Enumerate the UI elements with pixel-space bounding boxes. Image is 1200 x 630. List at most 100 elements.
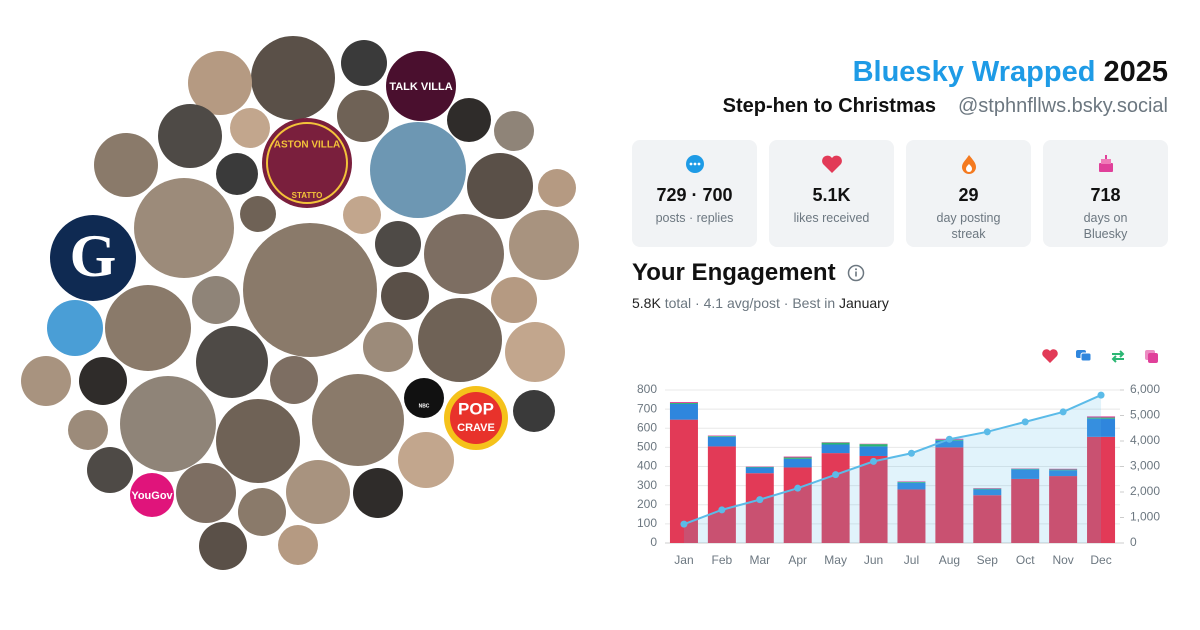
bar-segment bbox=[1011, 469, 1040, 479]
x-tick-label: Jul bbox=[904, 553, 919, 567]
bar-segment bbox=[1011, 468, 1040, 470]
bar-segment bbox=[1087, 417, 1116, 419]
bar-segment bbox=[745, 467, 774, 474]
bar-segment bbox=[859, 446, 888, 456]
engagement-summary: 5.8K total · 4.1 avg/post · Best in Janu… bbox=[632, 295, 1168, 311]
bar-segment bbox=[707, 435, 736, 437]
avatar bbox=[47, 300, 103, 356]
summary-total: 5.8K bbox=[632, 295, 661, 311]
legend-icon bbox=[1111, 350, 1125, 363]
stat-card: 729 · 700 posts · replies bbox=[632, 140, 757, 247]
bar-segment bbox=[707, 436, 736, 437]
cumulative-area bbox=[683, 395, 1102, 543]
y2-tick-label: 0 bbox=[1130, 535, 1137, 549]
stat-card: 29 day posting streak bbox=[906, 140, 1031, 247]
avatar-label: ASTON VILLA bbox=[274, 140, 340, 151]
y-tick-label: 300 bbox=[637, 478, 657, 492]
info-icon[interactable] bbox=[846, 263, 866, 283]
bar-segment bbox=[859, 455, 888, 543]
bar-segment bbox=[973, 488, 1002, 489]
summary-best: January bbox=[839, 295, 889, 311]
avatar bbox=[312, 374, 404, 466]
cumulative-line bbox=[683, 394, 1102, 526]
y-tick-label: 100 bbox=[637, 516, 657, 530]
avatar bbox=[404, 378, 444, 418]
avatar bbox=[243, 223, 377, 357]
avatar bbox=[381, 272, 429, 320]
icon bbox=[1098, 155, 1113, 172]
bar-segment bbox=[669, 403, 698, 420]
avatar bbox=[199, 522, 247, 570]
bar-segment bbox=[973, 488, 1002, 490]
avatar bbox=[424, 214, 504, 294]
avatar bbox=[158, 104, 222, 168]
bar-segment bbox=[783, 457, 812, 459]
avatar bbox=[337, 90, 389, 142]
summary-text: total · 4.1 avg/post · Best in bbox=[664, 295, 836, 311]
x-tick-label: Mar bbox=[749, 553, 770, 567]
bar-segment bbox=[897, 481, 926, 483]
avatar bbox=[447, 98, 491, 142]
stat-value: 729 · 700 bbox=[656, 185, 733, 205]
avatar-label: STATTO bbox=[292, 191, 323, 200]
bar-segment bbox=[783, 456, 812, 458]
bar-segment bbox=[897, 481, 926, 482]
avatar bbox=[94, 133, 158, 197]
bar-segment bbox=[973, 495, 1002, 543]
avatar-label: G bbox=[70, 223, 117, 289]
y2-tick-label: 4,000 bbox=[1130, 433, 1160, 447]
icon bbox=[961, 155, 976, 174]
x-tick-label: Jan bbox=[674, 553, 693, 567]
avatar bbox=[341, 40, 387, 86]
title-year: 2025 bbox=[1103, 56, 1168, 88]
avatar bbox=[505, 322, 565, 382]
y-tick-label: 500 bbox=[637, 440, 657, 454]
avatar-ring bbox=[266, 122, 348, 204]
line-point bbox=[718, 506, 726, 514]
y-tick-label: 700 bbox=[637, 401, 657, 415]
avatar bbox=[370, 122, 466, 218]
avatar-label: CRAVE bbox=[457, 422, 495, 434]
y2-tick-label: 6,000 bbox=[1130, 382, 1160, 396]
y-tick-label: 0 bbox=[650, 535, 657, 549]
bar-segment bbox=[1087, 418, 1116, 437]
bar-segment bbox=[897, 489, 926, 543]
line-point bbox=[832, 471, 840, 479]
avatar-label: TALK VILLA bbox=[389, 81, 452, 93]
stat-label: likes received bbox=[793, 211, 870, 225]
line-point bbox=[756, 496, 764, 504]
legend-icon bbox=[1080, 352, 1092, 362]
avatar bbox=[353, 468, 403, 518]
y-tick-label: 600 bbox=[637, 420, 657, 434]
stat-label: posts · replies bbox=[655, 211, 734, 225]
bar-segment bbox=[1087, 436, 1116, 543]
y2-tick-label: 5,000 bbox=[1130, 408, 1160, 422]
avatar bbox=[513, 390, 555, 432]
stat-card: 718 days on Bluesky bbox=[1043, 140, 1168, 247]
avatar bbox=[176, 463, 236, 523]
avatar bbox=[192, 276, 240, 324]
stat-value: 5.1K bbox=[812, 185, 851, 205]
handle: @stphnfllws.bsky.social bbox=[958, 95, 1168, 117]
bar-segment bbox=[1049, 476, 1078, 543]
avatar bbox=[386, 51, 456, 121]
bar-segment bbox=[745, 473, 774, 543]
bar-segment bbox=[897, 482, 926, 490]
bar-segment bbox=[669, 402, 698, 404]
avatar-label: NBC bbox=[419, 403, 430, 409]
avatar bbox=[196, 326, 268, 398]
avatar bbox=[105, 285, 191, 371]
line-point bbox=[1097, 391, 1105, 399]
avatar-label: YouGov bbox=[131, 490, 173, 502]
engagement-chart: 0 100 200 300 400 500 600 700 800 0 1,000 2,000 3,00… bbox=[637, 349, 1160, 567]
bar-segment bbox=[783, 467, 812, 543]
x-tick-label: Oct bbox=[1016, 553, 1035, 567]
stat-cards: 729 · 700 posts · replies 5.1K likes rec… bbox=[632, 140, 1168, 247]
avatar bbox=[240, 196, 276, 232]
x-tick-label: Feb bbox=[712, 553, 733, 567]
stat-value: 718 bbox=[1090, 185, 1121, 205]
bar-segment bbox=[783, 458, 812, 468]
avatar-ring bbox=[450, 392, 502, 444]
avatar bbox=[398, 432, 454, 488]
